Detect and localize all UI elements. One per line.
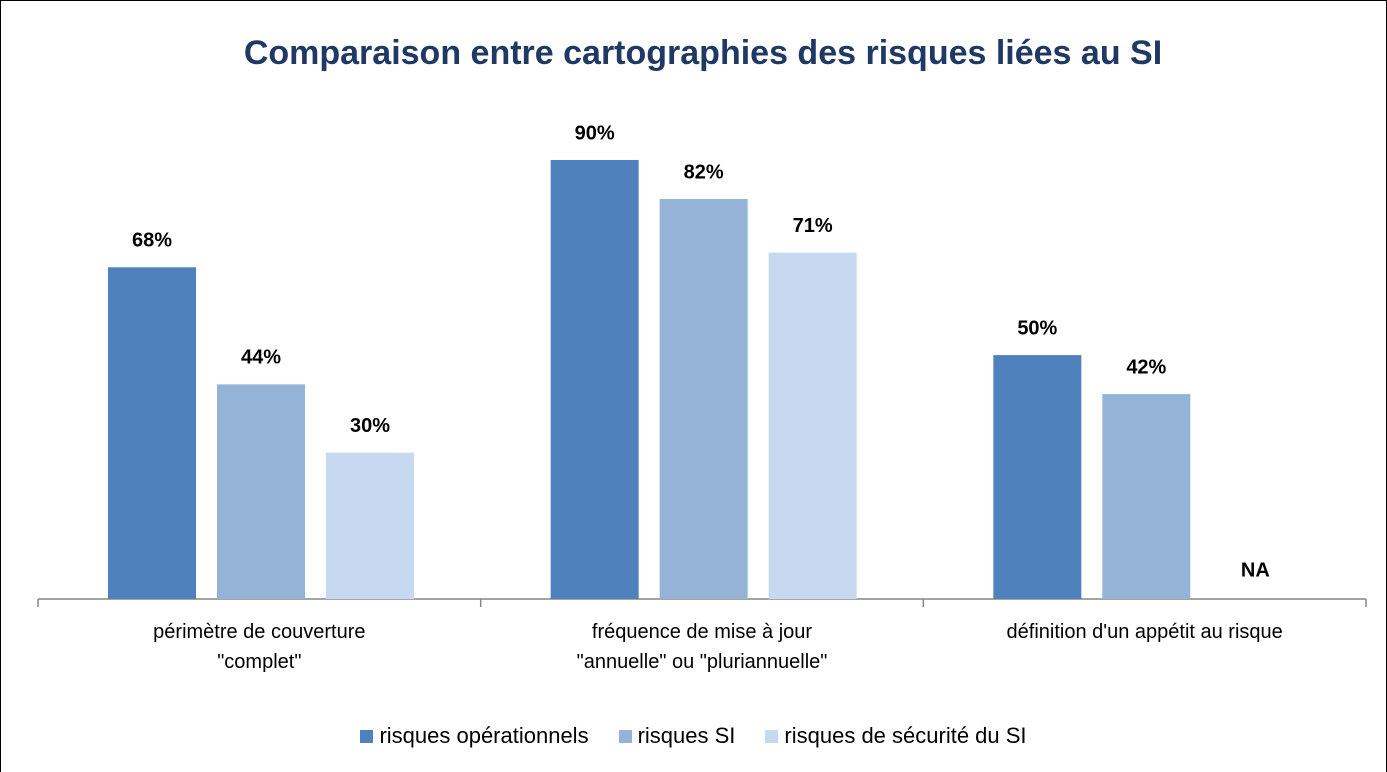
legend-swatch bbox=[765, 729, 779, 743]
bar bbox=[993, 355, 1082, 599]
x-tick-label: périmètre de couverture "complet" bbox=[153, 621, 366, 673]
value-label: 30% bbox=[350, 415, 390, 437]
value-label: 90% bbox=[575, 122, 615, 144]
value-label: 50% bbox=[1017, 317, 1057, 339]
legend-label: risques opérationnels bbox=[379, 723, 589, 748]
bar bbox=[108, 267, 196, 599]
value-label: 44% bbox=[241, 347, 281, 369]
legend-item: risques SI bbox=[618, 723, 736, 749]
value-label: 42% bbox=[1126, 356, 1166, 378]
bar bbox=[550, 159, 639, 600]
bar bbox=[659, 199, 748, 599]
x-tick-label: fréquence de mise à jour "annuelle" ou "… bbox=[576, 621, 828, 673]
bar bbox=[1102, 394, 1191, 599]
bar bbox=[326, 452, 414, 599]
value-label: NA bbox=[1241, 559, 1270, 581]
value-label: 71% bbox=[793, 215, 833, 237]
legend-item: risques de sécurité du SI bbox=[765, 723, 1027, 749]
bar bbox=[217, 384, 305, 599]
value-label: 82% bbox=[684, 161, 724, 183]
legend: risques opérationnels risques SI risques d… bbox=[0, 723, 1387, 749]
legend-label: risques de sécurité du SI bbox=[784, 723, 1027, 748]
chart-title: Comparaison entre cartographies des risq… bbox=[244, 34, 1162, 72]
legend-swatch bbox=[360, 729, 374, 743]
x-tick-label: définition d'un appétit au risque bbox=[1006, 621, 1283, 643]
bar bbox=[768, 252, 857, 600]
legend-label: risques SI bbox=[637, 723, 736, 748]
legend-swatch bbox=[618, 729, 632, 743]
legend-item: risques opérationnels bbox=[360, 723, 589, 749]
value-label: 68% bbox=[132, 230, 172, 252]
